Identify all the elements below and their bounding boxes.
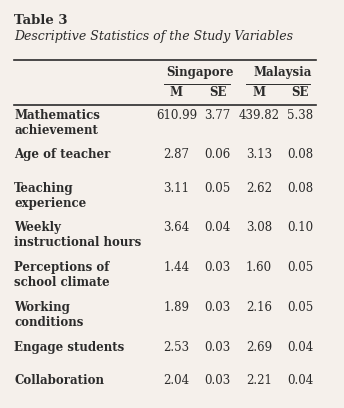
- Text: 3.11: 3.11: [163, 182, 190, 195]
- Text: 0.03: 0.03: [205, 374, 231, 387]
- Text: Age of teacher: Age of teacher: [14, 149, 110, 162]
- Text: 2.53: 2.53: [163, 341, 190, 354]
- Text: 0.08: 0.08: [287, 149, 313, 162]
- Text: M: M: [252, 86, 266, 100]
- Text: Mathematics
achievement: Mathematics achievement: [14, 109, 100, 137]
- Text: 3.64: 3.64: [163, 222, 190, 235]
- Text: Singapore: Singapore: [166, 66, 234, 79]
- Text: 0.10: 0.10: [287, 222, 313, 235]
- Text: 0.03: 0.03: [205, 341, 231, 354]
- Text: Weekly
instructional hours: Weekly instructional hours: [14, 222, 141, 249]
- Text: SE: SE: [209, 86, 226, 100]
- Text: Working
conditions: Working conditions: [14, 301, 84, 329]
- Text: SE: SE: [292, 86, 309, 100]
- Text: 3.13: 3.13: [246, 149, 272, 162]
- Text: 0.04: 0.04: [205, 222, 231, 235]
- Text: 0.08: 0.08: [287, 182, 313, 195]
- Text: 3.08: 3.08: [246, 222, 272, 235]
- Text: Malaysia: Malaysia: [254, 66, 312, 79]
- Text: 0.05: 0.05: [287, 301, 314, 314]
- Text: 1.44: 1.44: [163, 261, 190, 274]
- Text: Perceptions of
school climate: Perceptions of school climate: [14, 261, 110, 289]
- Text: 1.89: 1.89: [163, 301, 190, 314]
- Text: 2.87: 2.87: [163, 149, 190, 162]
- Text: 2.16: 2.16: [246, 301, 272, 314]
- Text: 1.60: 1.60: [246, 261, 272, 274]
- Text: 2.69: 2.69: [246, 341, 272, 354]
- Text: 0.04: 0.04: [287, 374, 314, 387]
- Text: 0.05: 0.05: [205, 182, 231, 195]
- Text: Engage students: Engage students: [14, 341, 125, 354]
- Text: M: M: [170, 86, 183, 100]
- Text: 439.82: 439.82: [239, 109, 280, 122]
- Text: 5.38: 5.38: [287, 109, 313, 122]
- Text: 610.99: 610.99: [156, 109, 197, 122]
- Text: Table 3: Table 3: [14, 13, 68, 27]
- Text: Collaboration: Collaboration: [14, 374, 104, 387]
- Text: 3.77: 3.77: [205, 109, 231, 122]
- Text: 0.03: 0.03: [205, 301, 231, 314]
- Text: 2.21: 2.21: [246, 374, 272, 387]
- Text: 0.03: 0.03: [205, 261, 231, 274]
- Text: Teaching
experience: Teaching experience: [14, 182, 86, 210]
- Text: 2.62: 2.62: [246, 182, 272, 195]
- Text: 0.05: 0.05: [287, 261, 314, 274]
- Text: 2.04: 2.04: [163, 374, 190, 387]
- Text: 0.04: 0.04: [287, 341, 314, 354]
- Text: 0.06: 0.06: [205, 149, 231, 162]
- Text: Descriptive Statistics of the Study Variables: Descriptive Statistics of the Study Vari…: [14, 30, 293, 43]
